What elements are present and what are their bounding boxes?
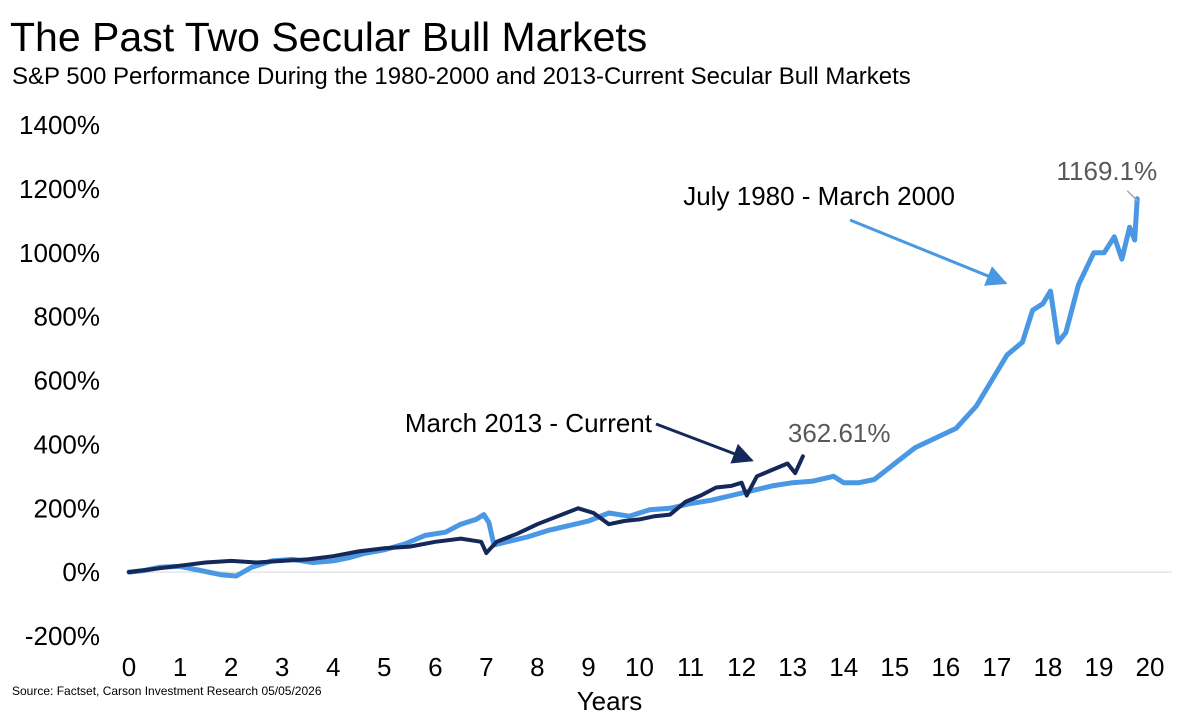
- x-tick-label: 6: [428, 652, 442, 682]
- x-tick-label: 12: [727, 652, 756, 682]
- x-tick-label: 16: [931, 652, 960, 682]
- y-tick-label: 1400%: [19, 110, 100, 140]
- x-tick-label: 8: [530, 652, 544, 682]
- series-annotation: March 2013 - Current: [405, 408, 653, 438]
- x-tick-label: 9: [581, 652, 595, 682]
- x-axis: 0 1 2 3 4 5 6 7 8 9 10 11 12 13 14 15 16 17 18 19 20: [122, 652, 1165, 682]
- x-tick-label: 19: [1084, 652, 1113, 682]
- series-line-2: [127, 454, 805, 575]
- x-tick-label: 0: [122, 652, 136, 682]
- y-tick-label: -200%: [25, 621, 100, 651]
- x-tick-label: 17: [982, 652, 1011, 682]
- x-tick-label: 5: [377, 652, 391, 682]
- x-tick-label: 10: [625, 652, 654, 682]
- x-axis-title: Years: [577, 686, 643, 716]
- x-tick-label: 14: [829, 652, 858, 682]
- series-annotation: July 1980 - March 2000: [683, 181, 955, 211]
- x-tick-label: 18: [1033, 652, 1062, 682]
- end-value-label: 362.61%: [788, 418, 891, 448]
- end-value-label: 1169.1%: [1057, 156, 1158, 186]
- x-tick-label: 20: [1136, 652, 1165, 682]
- y-tick-label: 0%: [62, 557, 100, 587]
- x-tick-label: 11: [677, 652, 704, 682]
- y-tick-label: 1000%: [19, 238, 100, 268]
- chart-title: The Past Two Secular Bull Markets: [10, 14, 648, 60]
- y-axis: -200% 0% 200% 400% 600% 800% 1000% 1200% 1400%: [19, 110, 100, 651]
- y-tick-label: 600%: [34, 366, 101, 396]
- series-layer: [126, 196, 1140, 579]
- y-tick-label: 200%: [34, 493, 101, 523]
- y-tick-label: 1200%: [19, 174, 100, 204]
- x-tick-label: 1: [173, 652, 187, 682]
- annotation-layer: 1169.1% 362.61% July 1980 - March 2000 Marc…: [405, 156, 1158, 464]
- x-tick-label: 3: [275, 652, 289, 682]
- source-note: Source: Factset, Carson Investment Resea…: [12, 684, 322, 698]
- x-tick-label: 2: [224, 652, 238, 682]
- x-tick-label: 15: [880, 652, 909, 682]
- y-tick-label: 800%: [34, 302, 101, 332]
- x-tick-label: 4: [326, 652, 340, 682]
- end-label-leader: [1126, 190, 1138, 202]
- annotation-arrow: [655, 422, 754, 464]
- x-tick-label: 7: [479, 652, 493, 682]
- annotation-arrow: [849, 218, 1008, 286]
- x-tick-label: 13: [778, 652, 807, 682]
- y-tick-label: 400%: [34, 429, 101, 459]
- chart-subtitle: S&P 500 Performance During the 1980-2000…: [12, 63, 911, 90]
